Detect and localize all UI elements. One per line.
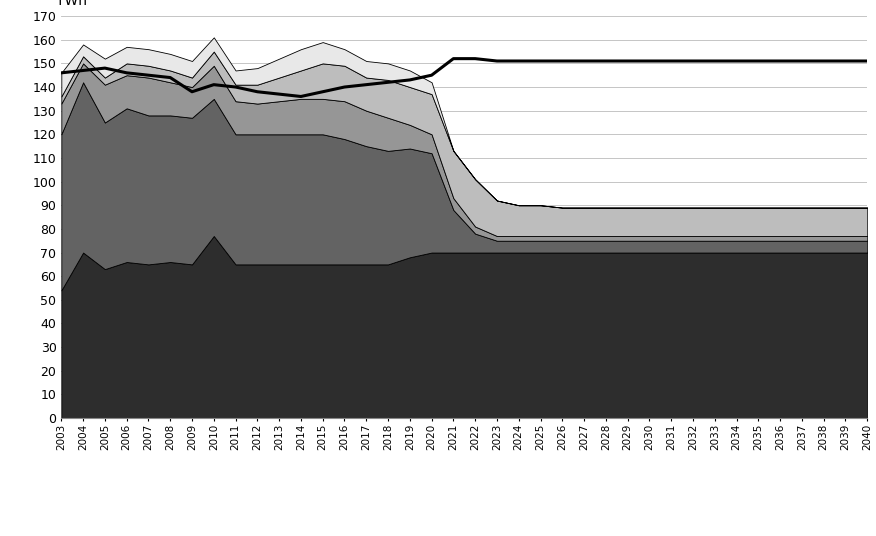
Y-axis label: TWh: TWh <box>56 0 87 8</box>
